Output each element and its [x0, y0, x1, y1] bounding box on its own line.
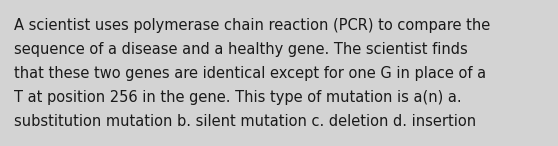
Text: substitution mutation b. silent mutation c. deletion d. insertion: substitution mutation b. silent mutation…	[14, 114, 476, 129]
Text: that these two genes are identical except for one G in place of a: that these two genes are identical excep…	[14, 66, 486, 81]
Text: sequence of a disease and a healthy gene. The scientist finds: sequence of a disease and a healthy gene…	[14, 42, 468, 57]
Text: A scientist uses polymerase chain reaction (PCR) to compare the: A scientist uses polymerase chain reacti…	[14, 18, 490, 33]
Text: T at position 256 in the gene. This type of mutation is a(n) a.: T at position 256 in the gene. This type…	[14, 90, 461, 105]
